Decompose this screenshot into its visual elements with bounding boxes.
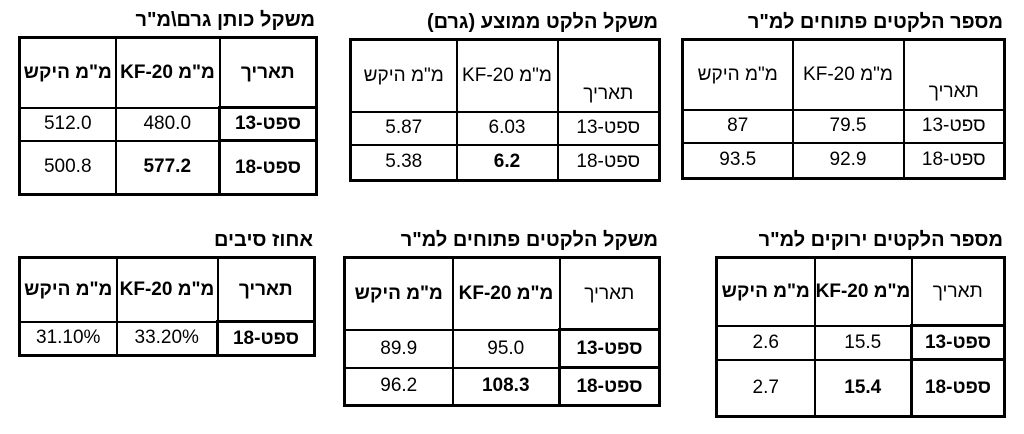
- table-block-cotton-weight: משקל כותן גרם\מ"ר מ"מ היקש מ"מ KF-20 תאר…: [18, 8, 318, 196]
- cell-treatment: 33.20%: [115, 320, 219, 357]
- header-control: מ"מ היקש: [349, 38, 458, 113]
- cell-control: 500.8: [18, 139, 117, 196]
- header-date: תאריך: [216, 256, 316, 323]
- cell-date: 18-ספט: [556, 143, 661, 182]
- cell-treatment: 108.3: [451, 366, 561, 407]
- cell-treatment: 480.0: [114, 106, 221, 142]
- data-table: מ"מ היקש מ"מ KF-20 תאריך 87 79.5 13-ספט …: [681, 38, 1006, 180]
- cell-control: 512.0: [18, 106, 117, 142]
- cell-date: 13-ספט: [218, 106, 318, 142]
- data-table: מ"מ היקש מ"מ KF-20 תאריך 89.9 95.0 13-ספ…: [343, 256, 661, 407]
- cell-control: 2.6: [715, 324, 816, 361]
- cell-control: 87: [681, 108, 794, 144]
- table-title: משקל הלקט ממוצע (גרם): [426, 11, 658, 33]
- data-table: מ"מ היקש מ"מ KF-20 תאריך 2.6 15.5 13-ספט…: [715, 256, 1006, 418]
- table-title: אחוז סיבים: [214, 229, 313, 251]
- header-treatment: מ"מ KF-20: [813, 256, 913, 327]
- table-title: משקל הלקטים פתוחים למ"ר: [400, 229, 658, 251]
- cell-treatment: 15.5: [813, 324, 913, 361]
- table-block-fiber-percent: אחוז סיבים מ"מ היקש מ"מ KF-20 תאריך 31.1…: [18, 228, 316, 357]
- table-title: מספר הלקטים ירוקים למ"ר: [758, 229, 1003, 251]
- cell-control: 96.2: [343, 366, 454, 407]
- header-control: מ"מ היקש: [18, 36, 117, 109]
- cell-treatment: 577.2: [114, 139, 221, 196]
- cell-date: 13-ספט: [902, 108, 1006, 144]
- data-table: מ"מ היקש מ"מ KF-20 תאריך 512.0 480.0 13-…: [18, 36, 318, 196]
- header-date: תאריך: [558, 256, 661, 331]
- header-date: תאריך: [556, 38, 661, 113]
- cell-control: 93.5: [681, 141, 794, 180]
- cell-treatment: 6.03: [455, 110, 559, 146]
- header-control: מ"מ היקש: [681, 38, 794, 111]
- header-date: תאריך: [902, 38, 1006, 111]
- table-title: משקל כותן גרם\מ"ר: [135, 9, 315, 31]
- header-treatment: מ"מ KF-20: [115, 256, 219, 323]
- table-block-green-bolls-count: מספר הלקטים ירוקים למ"ר מ"מ היקש מ"מ KF-…: [715, 228, 1006, 418]
- cell-control: 31.10%: [18, 320, 118, 357]
- header-control: מ"מ היקש: [18, 256, 118, 323]
- table-block-avg-boll-weight: משקל הלקט ממוצע (גרם) מ"מ היקש מ"מ KF-20…: [349, 10, 661, 182]
- data-table: מ"מ היקש מ"מ KF-20 תאריך 31.10% 33.20% 1…: [18, 256, 316, 357]
- cell-date: 13-ספט: [558, 328, 661, 369]
- cell-treatment: 92.9: [791, 141, 905, 180]
- cell-treatment: 6.2: [455, 143, 559, 182]
- cell-date: 18-ספט: [902, 141, 1006, 180]
- cell-date: 18-ספט: [558, 366, 661, 407]
- cell-control: 5.87: [349, 110, 458, 146]
- header-control: מ"מ היקש: [715, 256, 816, 327]
- cell-date: 13-ספט: [910, 324, 1006, 361]
- header-treatment: מ"מ KF-20: [451, 256, 561, 331]
- cell-control: 2.7: [715, 358, 816, 418]
- cell-treatment: 15.4: [813, 358, 913, 418]
- table-block-open-bolls-weight: משקל הלקטים פתוחים למ"ר מ"מ היקש מ"מ KF-…: [343, 228, 661, 407]
- data-table: מ"מ היקש מ"מ KF-20 תאריך 5.87 6.03 13-ספ…: [349, 38, 661, 182]
- table-block-open-bolls-count: מספר הלקטים פתוחים למ"ר מ"מ היקש מ"מ KF-…: [681, 10, 1006, 180]
- table-title: מספר הלקטים פתוחים למ"ר: [747, 11, 1003, 33]
- cell-date: 18-ספט: [218, 139, 318, 196]
- cell-date: 18-ספט: [216, 320, 316, 357]
- cell-control: 5.38: [349, 143, 458, 182]
- cell-date: 18-ספט: [910, 358, 1006, 418]
- header-date: תאריך: [910, 256, 1006, 327]
- cell-date: 13-ספט: [556, 110, 661, 146]
- header-treatment: מ"מ KF-20: [455, 38, 559, 113]
- header-date: תאריך: [218, 36, 318, 109]
- header-treatment: מ"מ KF-20: [791, 38, 905, 111]
- cell-treatment: 95.0: [451, 328, 561, 369]
- cell-treatment: 79.5: [791, 108, 905, 144]
- header-control: מ"מ היקש: [343, 256, 454, 331]
- cell-control: 89.9: [343, 328, 454, 369]
- header-treatment: מ"מ KF-20: [114, 36, 221, 109]
